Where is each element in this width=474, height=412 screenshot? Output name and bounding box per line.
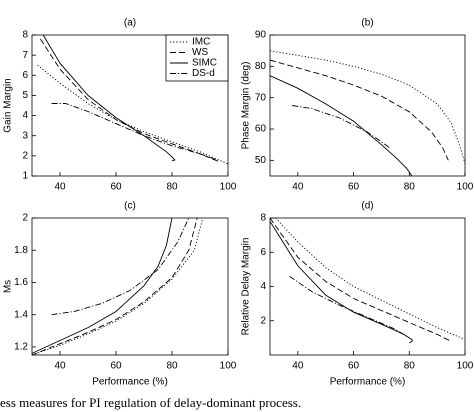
- chart-title: (d): [361, 201, 373, 212]
- y-axis-label: Relative Delay Margin: [241, 238, 252, 336]
- y-tick-label: 80: [255, 61, 267, 72]
- chart-title: (a): [124, 18, 136, 29]
- series-line: [31, 217, 173, 354]
- x-tick-label: 100: [220, 182, 237, 193]
- series-line: [42, 34, 176, 162]
- y-tick-label: 4: [260, 281, 266, 292]
- legend-label: SIMC: [192, 58, 217, 69]
- x-tick-label: 40: [292, 361, 304, 372]
- legend-box: [165, 34, 229, 82]
- y-axis-label: Ms: [3, 280, 14, 293]
- legend-label: DS-d: [192, 68, 215, 79]
- series-line: [31, 217, 198, 356]
- legend-label: WS: [192, 47, 208, 58]
- series-line: [269, 59, 449, 161]
- x-tick-label: 60: [348, 361, 360, 372]
- y-tick-label: 7: [22, 50, 28, 61]
- x-tick-label: 80: [404, 182, 416, 193]
- x-tick-label: 100: [457, 182, 474, 193]
- y-tick-label: 4: [22, 110, 28, 121]
- x-tick-label: 60: [110, 361, 122, 372]
- y-tick-label: 50: [255, 155, 267, 166]
- y-tick-label: 5: [22, 90, 28, 101]
- y-tick-label: 2: [22, 150, 28, 161]
- x-tick-label: 40: [292, 182, 304, 193]
- series-line: [289, 275, 407, 337]
- plot-frame: [31, 217, 229, 356]
- y-tick-label: 8: [22, 30, 28, 41]
- series-line: [51, 217, 190, 316]
- series-line: [51, 103, 217, 161]
- x-axis-label: Performance (%): [330, 377, 406, 388]
- x-tick-label: 80: [166, 361, 178, 372]
- x-tick-label: 60: [348, 182, 360, 193]
- x-tick-label: 80: [404, 361, 416, 372]
- y-axis-label: Phase Margin (deg): [241, 62, 252, 150]
- plot-frame: [269, 217, 466, 356]
- series-line: [269, 75, 413, 177]
- legend-label: IMC: [192, 37, 210, 48]
- chart-title: (c): [124, 201, 136, 212]
- plot-frame: [31, 34, 229, 177]
- series-line: [269, 50, 466, 164]
- x-tick-label: 40: [54, 361, 66, 372]
- chart-title: (b): [361, 18, 373, 29]
- y-tick-label: 1.4: [14, 309, 28, 320]
- x-tick-label: 100: [457, 361, 474, 372]
- x-tick-label: 80: [166, 182, 178, 193]
- y-tick-label: 3: [22, 130, 28, 141]
- y-tick-label: 1.6: [14, 277, 28, 288]
- series-line: [292, 105, 391, 149]
- y-tick-label: 70: [255, 92, 267, 103]
- y-tick-label: 90: [255, 30, 267, 41]
- y-tick-label: 1.2: [14, 342, 28, 353]
- x-tick-label: 40: [54, 182, 66, 193]
- y-tick-label: 1.8: [14, 245, 28, 256]
- x-tick-label: 100: [220, 361, 237, 372]
- y-tick-label: 2: [260, 315, 266, 326]
- x-axis-label: Performance (%): [92, 377, 168, 388]
- y-tick-label: 1: [22, 171, 28, 182]
- y-tick-label: 8: [260, 213, 266, 224]
- caption: ess measures for PI regulation of delay-…: [0, 395, 301, 410]
- y-tick-label: 2: [22, 213, 28, 224]
- y-tick-label: 60: [255, 124, 267, 135]
- series-line: [31, 217, 204, 356]
- y-axis-label: Gain Margin: [3, 78, 14, 132]
- y-tick-label: 6: [260, 247, 266, 258]
- y-tick-label: 6: [22, 70, 28, 81]
- series-line: [269, 221, 413, 344]
- series-line: [275, 217, 466, 341]
- series-line: [269, 217, 452, 342]
- plot-frame: [269, 34, 466, 177]
- x-tick-label: 60: [110, 182, 122, 193]
